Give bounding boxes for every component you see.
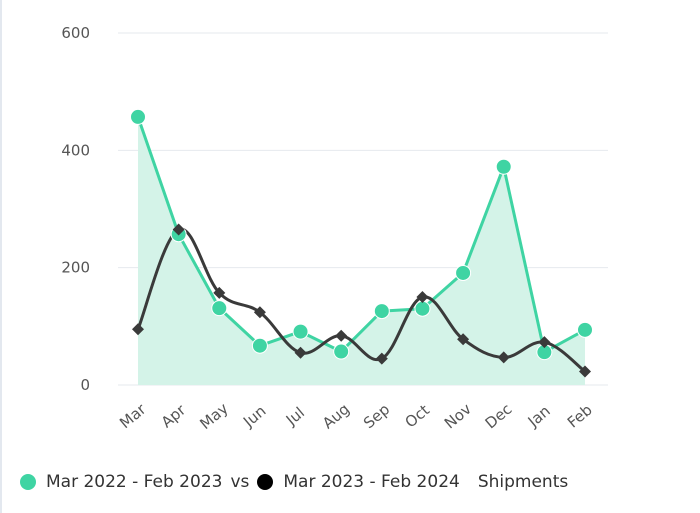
series-b-point: [253, 306, 266, 319]
series-b-point: [579, 365, 591, 378]
line-chart: 0 200 400 600 Mar Apr May Jun Jul Aug Sep Oct Nov Dec…: [61, 24, 608, 433]
x-tick-label: Oct: [402, 401, 434, 432]
x-tick-label: Jul: [282, 403, 308, 429]
legend-series-a-marker[interactable]: [20, 474, 36, 490]
x-tick-label: Sep: [360, 400, 393, 432]
series-a-area: [138, 116, 585, 386]
x-tick-label: Feb: [564, 401, 596, 432]
series-a-point: [373, 303, 390, 320]
x-tick-label: Aug: [319, 400, 353, 433]
x-tick-label: Dec: [482, 400, 516, 432]
x-tick-label: Nov: [441, 400, 475, 433]
y-tick-label: 0: [80, 376, 90, 394]
series-b-point: [213, 286, 226, 299]
series-a-point: [414, 300, 431, 317]
series-b-point: [132, 323, 144, 336]
y-tick-label: 200: [61, 259, 90, 277]
series-b-point: [497, 351, 510, 364]
series-b-point: [172, 223, 185, 236]
series-b-point: [335, 329, 348, 342]
x-tick-label: Jan: [524, 402, 554, 431]
legend-series-b-marker[interactable]: [257, 474, 274, 490]
series-a-point: [455, 264, 472, 281]
legend-series-a-label[interactable]: Mar 2022 - Feb 2023: [46, 472, 223, 492]
series-b-point: [457, 333, 470, 346]
series-b-point: [294, 346, 307, 359]
series-b-point: [375, 352, 388, 365]
series-b-point: [538, 336, 551, 349]
series-a-point: [251, 337, 268, 354]
legend: Mar 2022 - Feb 2023 vs Mar 2023 - Feb 20…: [20, 472, 568, 492]
x-tick-label: Mar: [116, 400, 150, 433]
series-a-point: [577, 321, 593, 338]
x-tick-label: May: [196, 399, 231, 433]
series-a-point: [495, 158, 512, 175]
x-tick-label: Apr: [158, 400, 190, 431]
series-a-point: [333, 343, 350, 360]
series-a-line: [136, 116, 586, 354]
series-a-point: [211, 300, 228, 317]
x-tick-label: Jun: [239, 402, 269, 431]
y-tick-label: 600: [61, 24, 90, 42]
legend-suffix-label: Shipments: [477, 472, 569, 492]
series-a-point: [292, 323, 309, 340]
y-tick-label: 400: [61, 141, 90, 159]
legend-vs-label: vs: [230, 472, 250, 492]
legend-series-b-label[interactable]: Mar 2023 - Feb 2024: [283, 472, 460, 492]
series-a-point: [130, 108, 146, 125]
series-b-point: [416, 291, 429, 303]
